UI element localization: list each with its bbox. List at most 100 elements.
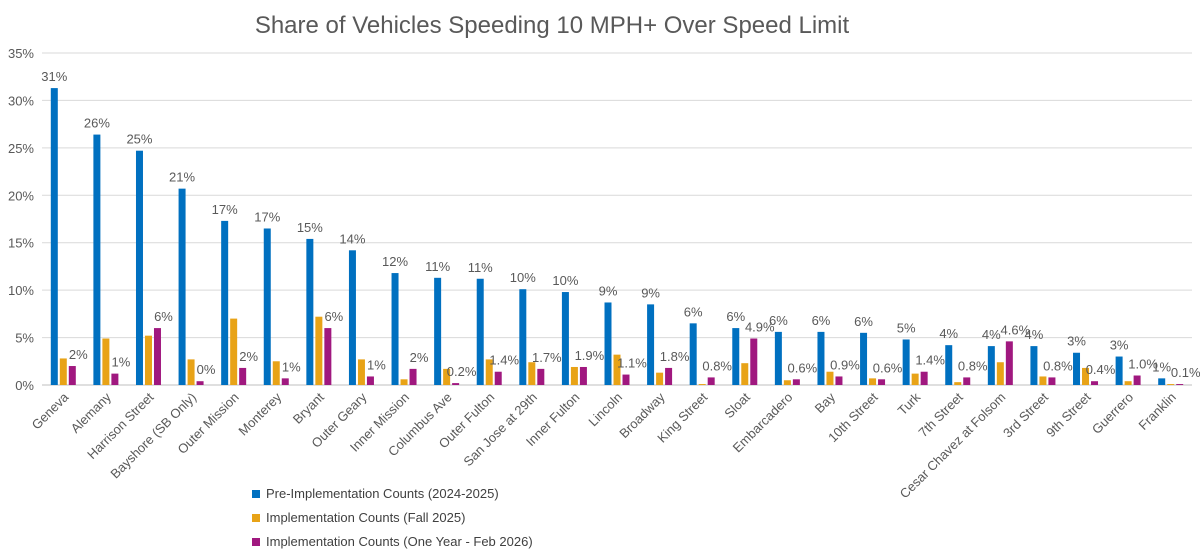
bar-series-3 [579,366,587,385]
bar-series-2 [954,382,962,385]
bar-series-2 [911,373,919,385]
data-labels: 31% 2% 26% 1% 25% 6% 21% 0% 17% 2% 17% 1% 15% 6% 14% 1%… [41,69,1200,380]
bar-series-1 [178,188,186,385]
bar-series-1 [561,292,569,385]
bar-series-3 [68,366,76,385]
data-label-series-1: 11% [425,259,450,274]
bar-series-2 [1167,384,1175,385]
bar-series-2 [1039,376,1047,385]
bar-series-1 [221,220,229,385]
bar-series-1 [945,345,953,385]
data-label-series-1: 4% [1025,327,1044,342]
bar-series-2 [1082,367,1090,385]
data-label-series-3: 0.8% [1043,358,1073,373]
bar-series-1 [817,331,825,385]
data-label-series-1: 17% [212,202,238,217]
x-tick-label: San Jose at 29th [460,390,540,470]
bar-series-1 [647,304,655,385]
legend-swatch [252,538,260,546]
bar-series-3 [111,373,119,385]
data-label-series-1: 26% [84,116,110,131]
bar-series-2 [272,361,280,385]
data-label-series-3: 1.7% [532,350,562,365]
data-label-series-1: 15% [297,220,323,235]
data-label-series-1: 21% [169,170,195,185]
bar-series-1 [306,238,314,385]
bar-series-2 [741,363,749,385]
bar-series-1 [519,289,527,385]
bar-series-1 [689,323,697,385]
bar-series-1 [1030,346,1038,385]
data-label-series-1: 10% [510,270,536,285]
bar-series-1 [987,346,995,385]
legend: Pre-Implementation Counts (2024-2025) Imp… [252,486,533,549]
bar-series-3 [878,379,886,385]
data-label-series-3: 1% [367,357,386,372]
bar-series-1 [732,328,740,385]
bar-series-1 [434,277,442,385]
bar-series-2 [357,359,365,385]
data-label-series-1: 31% [41,69,67,84]
data-label-series-3: 1.8% [660,349,690,364]
bar-series-1 [1073,352,1081,385]
data-label-series-3: 0.6% [788,360,818,375]
data-label-series-1: 1% [1152,359,1171,374]
bar-series-2 [102,338,110,385]
data-label-series-3: 4.6% [1001,322,1031,337]
bar-series-1 [604,302,612,385]
bar-series-2 [485,359,493,385]
data-label-series-1: 25% [126,132,152,147]
bar-series-3 [239,367,247,385]
bar-series-1 [1115,356,1123,385]
y-tick-label: 30% [8,93,34,108]
x-tick-label: Monterey [235,389,284,438]
bar-series-3 [1005,341,1013,385]
bar-series-3 [792,379,800,385]
bar-series-2 [783,380,791,385]
bar-series-1 [860,332,868,385]
y-tick-label: 5% [15,331,34,346]
bar-series-1 [774,331,782,385]
bar-series-2 [656,372,664,385]
data-label-series-3: 1% [282,359,301,374]
bar-series-1 [50,88,58,386]
data-label-series-1: 4% [939,326,958,341]
bar-series-3 [409,368,417,385]
data-label-series-3: 0.1% [1171,365,1200,380]
bar-series-2 [826,371,834,385]
bar-series-3 [665,367,673,385]
bar-series-3 [153,328,161,385]
data-label-series-3: 1.0% [1128,357,1158,372]
data-label-series-3: 0.2% [447,364,477,379]
data-label-series-3: 0% [197,362,216,377]
bar-series-3 [1176,384,1184,385]
bar-series-3 [366,376,374,385]
data-label-series-3: 0.8% [702,358,732,373]
data-label-series-1: 6% [854,314,873,329]
bar-series-3 [1091,381,1099,385]
chart-title: Share of Vehicles Speeding 10 MPH+ Over … [255,12,850,39]
data-label-series-1: 10% [552,273,578,288]
legend-label: Implementation Counts (Fall 2025) [266,510,465,525]
bar-series-3 [920,371,928,385]
data-label-series-1: 9% [599,283,618,298]
bar-series-2 [400,379,408,385]
data-label-series-1: 14% [339,231,365,246]
x-tick-label: Franklin [1136,390,1179,433]
data-label-series-1: 6% [769,313,788,328]
bar-series-3 [963,377,971,385]
data-label-series-1: 6% [726,309,745,324]
data-label-series-3: 2% [239,349,258,364]
data-label-series-3: 0.8% [958,358,988,373]
legend-label: Implementation Counts (One Year - Feb 20… [266,534,533,549]
data-label-series-1: 12% [382,254,408,269]
x-tick-label: Bay [812,389,839,416]
bar-series-2 [570,366,578,385]
y-axis-ticks: 0% 5% 10% 15% 20% 25% 30% 35% [8,46,34,393]
data-label-series-1: 9% [641,285,660,300]
bar-series-2 [613,354,621,385]
bar-series-1 [1158,378,1166,385]
bar-series-2 [996,362,1004,385]
bar-series-3 [707,377,715,385]
